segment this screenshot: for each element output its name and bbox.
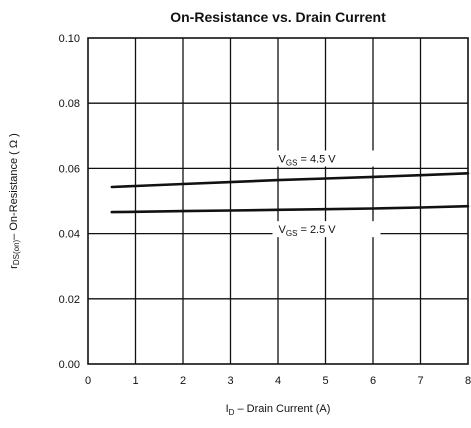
x-tick-label: 1: [132, 375, 138, 387]
series-lines: [110, 172, 470, 214]
grid: [88, 38, 468, 364]
series-label-value: = 4.5 V: [297, 154, 336, 166]
y-axis-label-text: – On-Resistance ( Ω ): [8, 133, 20, 240]
x-tick-labels: 0 1 2 3 4 5 6 7 8: [85, 375, 471, 387]
series-label-subscript: GS: [286, 159, 298, 168]
x-tick-label: 7: [417, 375, 423, 387]
chart-title: On-Resistance vs. Drain Current: [170, 9, 386, 25]
x-tick-label: 8: [465, 375, 471, 387]
y-tick-label: 0.02: [59, 294, 80, 306]
x-axis-label-subscript: D: [229, 408, 235, 417]
y-tick-label: 0.04: [59, 229, 80, 241]
series-label-background: [272, 150, 381, 167]
x-tick-label: 3: [227, 375, 233, 387]
series-label-value: = 2.5 V: [297, 224, 336, 236]
plot-frame: [87, 37, 469, 365]
series-label-background: [272, 221, 381, 238]
x-tick-label: 0: [85, 375, 91, 387]
y-tick-label: 0.10: [59, 33, 80, 45]
series-label: VGS = 2.5 V: [279, 224, 337, 238]
x-axis-label-text: – Drain Current (A): [234, 403, 330, 415]
x-tick-label: 4: [275, 375, 281, 387]
series-line: [110, 204, 470, 214]
series-line: [110, 172, 470, 189]
series-label: VGS = 4.5 V: [279, 154, 337, 168]
x-tick-label: 6: [370, 375, 376, 387]
x-tick-label: 2: [180, 375, 186, 387]
y-tick-label: 0.08: [59, 98, 80, 110]
y-axis-label: rDS(on)– On-Resistance ( Ω ): [8, 133, 21, 269]
y-tick-labels: 0.00 0.02 0.04 0.06 0.08 0.10: [59, 33, 80, 371]
x-axis-label: ID – Drain Current (A): [226, 403, 331, 417]
y-tick-label: 0.06: [59, 163, 80, 175]
series-label-subscript: GS: [286, 229, 298, 238]
y-axis-label-symbol: r: [8, 265, 20, 269]
x-axis-label-symbol: I: [226, 403, 229, 415]
series-label-symbol: V: [279, 224, 287, 236]
x-tick-label: 5: [322, 375, 328, 387]
y-axis-label-subscript: DS(on): [12, 239, 21, 265]
series-label-symbol: V: [279, 154, 287, 166]
y-tick-label: 0.00: [59, 359, 80, 371]
